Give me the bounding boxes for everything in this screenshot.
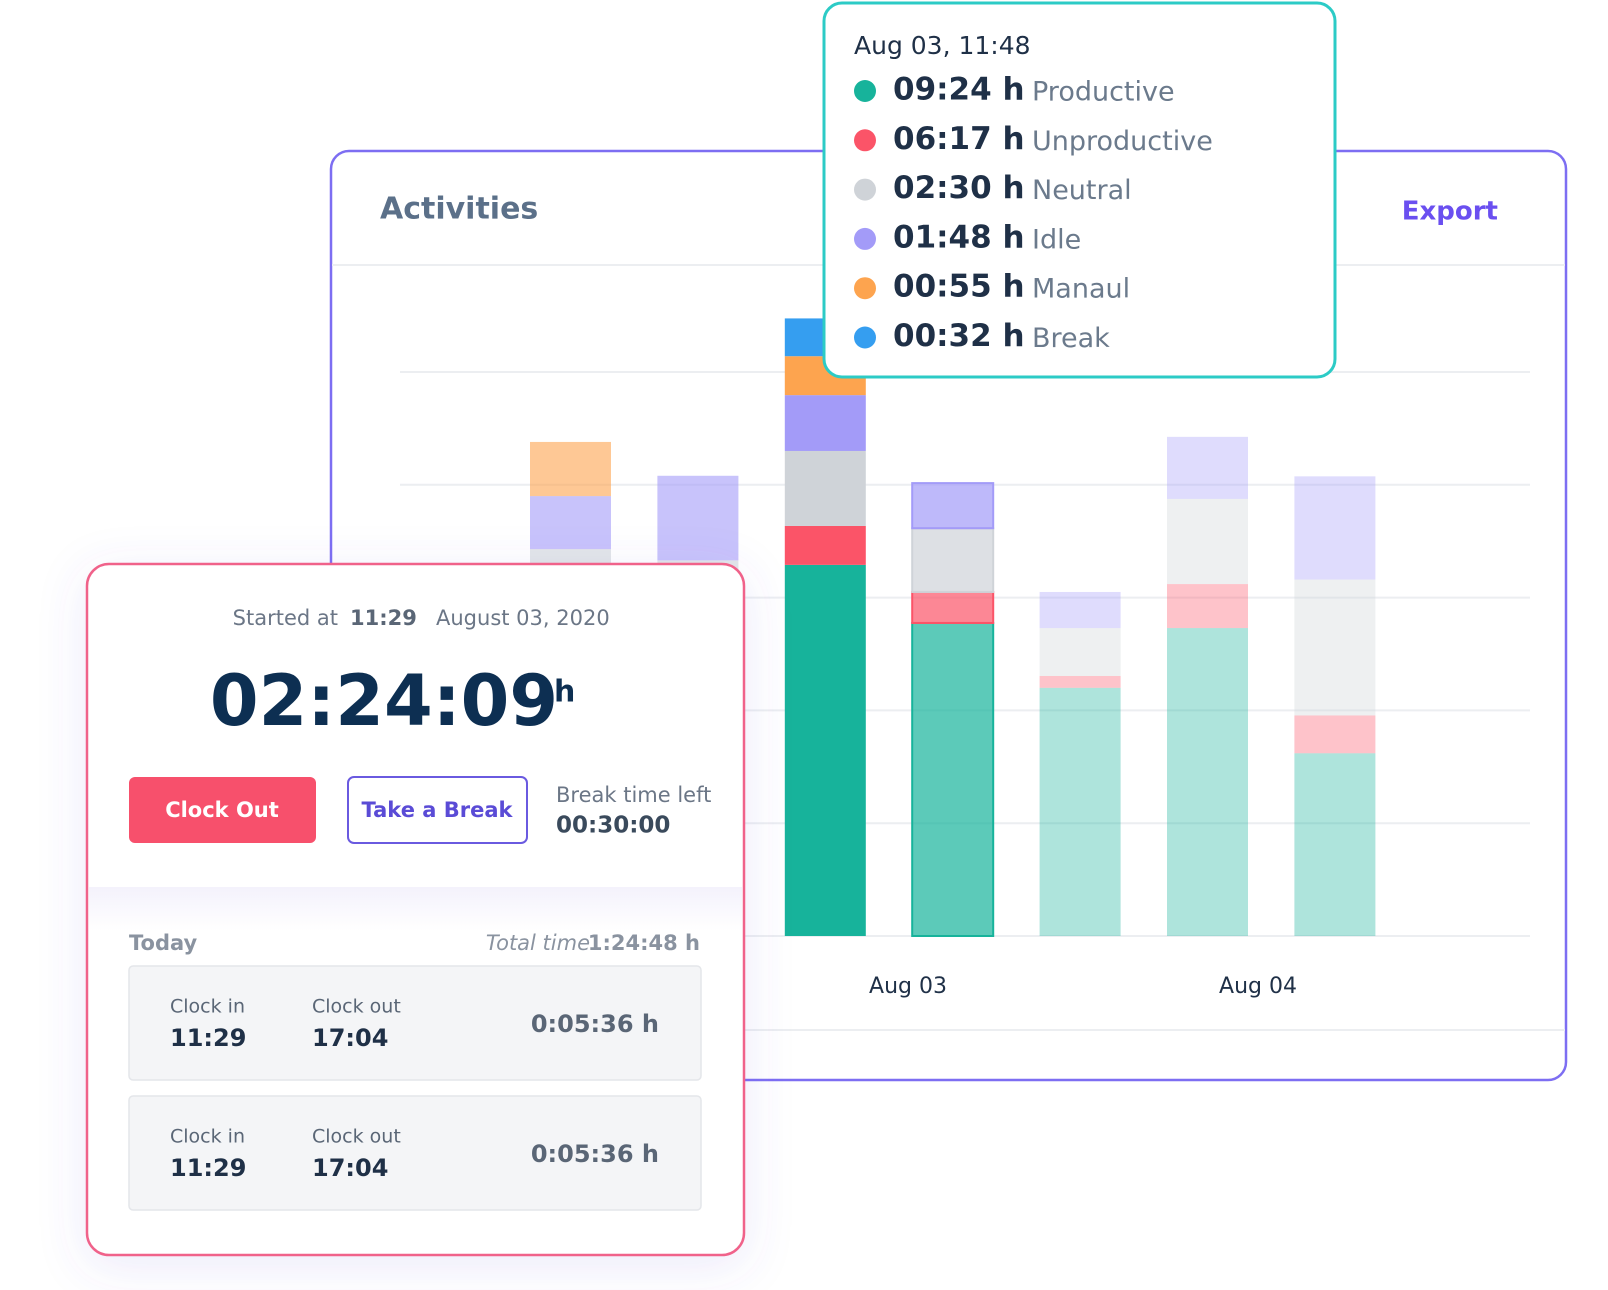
- elapsed-unit: h: [554, 675, 575, 710]
- legend-dot: [854, 227, 876, 250]
- bar-segment: [1039, 591, 1121, 629]
- x-label: Aug 04: [1219, 974, 1297, 999]
- legend-name: Productive: [1032, 77, 1175, 108]
- card-title: Activities: [380, 192, 538, 227]
- entry-row: [128, 1095, 702, 1211]
- started-time: 11:29: [350, 606, 417, 630]
- legend-time: 02:30 h: [893, 170, 1025, 206]
- tooltip-frame: [822, 1, 1337, 379]
- legend-name: Idle: [1032, 224, 1081, 255]
- tooltip-title: Aug 03, 11:48: [854, 31, 1031, 60]
- duration: 0:05:36 h: [531, 1010, 659, 1038]
- bar-segment: [530, 441, 611, 497]
- bar-segment: [911, 590, 995, 624]
- bar-segment: [1294, 476, 1376, 580]
- bar-segment: [1294, 715, 1376, 754]
- legend-dot: [854, 129, 876, 152]
- bar-segment: [1167, 584, 1248, 629]
- total-time: 1:24:48 h: [588, 931, 700, 955]
- legend-time: 01:48 h: [893, 219, 1025, 255]
- bar-segment: [784, 564, 866, 936]
- legend-time: 00:32 h: [893, 318, 1025, 354]
- bar-segment: [1039, 675, 1121, 688]
- legend-dot: [854, 326, 876, 349]
- entry-row: [128, 965, 702, 1081]
- clock-out-label: Clock out: [312, 996, 401, 1018]
- bar-segment: [1039, 687, 1121, 936]
- clock-out: 17:04: [312, 1154, 388, 1182]
- legend-time: 06:17 h: [893, 121, 1025, 157]
- clock-in: 11:29: [170, 1154, 246, 1182]
- started-label: Started at: [233, 606, 338, 630]
- break-button[interactable]: [347, 776, 528, 844]
- legend-dot: [854, 178, 876, 201]
- timer-card: Started at 11:29 August 03, 2020 02:24:0…: [85, 562, 746, 1257]
- bar-segment: [657, 475, 739, 561]
- elapsed-time: 02:24:09: [210, 660, 558, 742]
- legend-name: Manaul: [1032, 274, 1130, 305]
- legend-time: 09:24 h: [893, 72, 1025, 108]
- x-label: Aug 03: [869, 974, 947, 999]
- export-link[interactable]: Export: [1402, 197, 1498, 227]
- clock-in-label: Clock in: [170, 1126, 245, 1148]
- break-label[interactable]: Take a Break: [362, 798, 514, 822]
- clock-out-button[interactable]: [129, 777, 316, 843]
- bar-segment: [1167, 436, 1248, 499]
- legend-name: Unproductive: [1032, 126, 1213, 157]
- clock-out-label[interactable]: Clock Out: [165, 798, 279, 822]
- bar-segment: [784, 450, 866, 526]
- legend-name: Neutral: [1032, 175, 1132, 206]
- started-date: August 03, 2020: [436, 606, 610, 630]
- today-title: Today: [129, 931, 198, 955]
- legend-dot: [854, 277, 876, 300]
- legend-name: Break: [1032, 323, 1110, 354]
- bar-segment: [1039, 628, 1121, 676]
- bar-segment: [1167, 498, 1248, 585]
- bar-segment: [911, 621, 995, 937]
- break-left: 00:30:00: [556, 813, 670, 839]
- legend-time: 00:55 h: [893, 269, 1025, 305]
- bar-segment: [1294, 753, 1376, 936]
- bar-segment: [1294, 579, 1376, 716]
- bar-segment: [784, 395, 866, 451]
- clock-out-label: Clock out: [312, 1126, 401, 1148]
- bar-segment: [530, 496, 611, 550]
- break-left-label: Break time left: [556, 783, 711, 807]
- legend-dot: [854, 80, 876, 102]
- clock-out: 17:04: [312, 1024, 388, 1052]
- clock-in-label: Clock in: [170, 996, 245, 1018]
- bar-segment: [911, 527, 995, 593]
- bar-segment: [911, 482, 995, 530]
- bar-segment: [784, 525, 866, 565]
- duration: 0:05:36 h: [531, 1140, 659, 1168]
- total-label: Total time: [486, 931, 590, 955]
- bar-segment: [1167, 628, 1248, 936]
- clock-in: 11:29: [170, 1024, 246, 1052]
